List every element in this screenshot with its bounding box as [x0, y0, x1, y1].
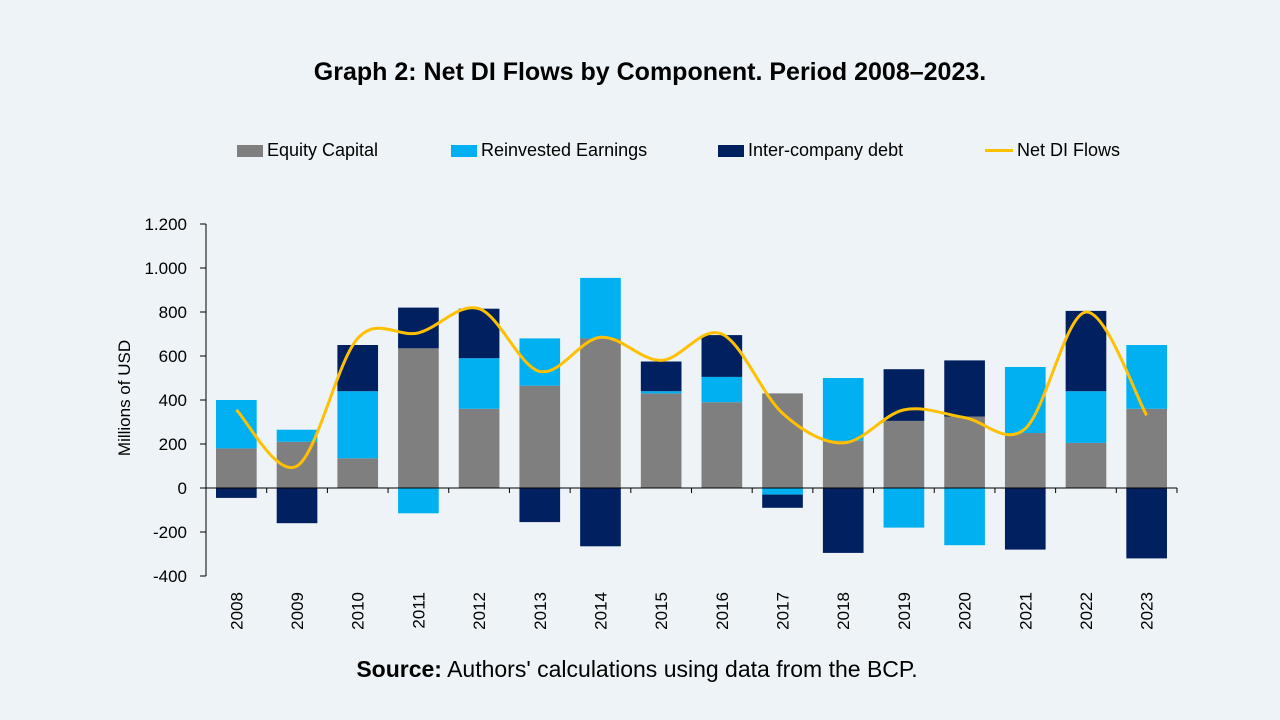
x-tick-label-2013: 2013 [531, 592, 550, 630]
bar-equity-capital-2010 [337, 458, 379, 488]
bar-equity-capital-2020 [944, 416, 985, 488]
legend-label-reinvested-earnings: Reinvested Earnings [481, 140, 648, 160]
legend-item-inter-company-debt: Inter-company debt [718, 140, 903, 161]
line-net-di-flows [235, 306, 1148, 470]
y-tick-label-600: 600 [159, 347, 187, 366]
x-tick-label-2012: 2012 [470, 592, 489, 630]
bar-equity-capital-2012 [458, 408, 500, 488]
bar-reinvested-earnings-2011 [398, 488, 439, 514]
bar-inter-company-debt-2020 [944, 360, 985, 417]
bar-equity-capital-2017 [762, 393, 803, 488]
legend-swatch-reinvested-earnings [451, 144, 477, 157]
bar-inter-company-debt-2019 [883, 369, 925, 421]
bar-inter-company-debt-2016 [701, 335, 743, 377]
y-tick-label--200: -200 [153, 523, 187, 542]
bar-reinvested-earnings-2012 [458, 358, 500, 409]
bar-inter-company-debt-2023 [1126, 488, 1167, 559]
legend: Equity Capital Reinvested Earnings Inter… [0, 140, 1280, 162]
x-tick-label-2011: 2011 [409, 592, 428, 629]
bar-reinvested-earnings-2014 [580, 277, 621, 339]
bar-reinvested-earnings-2015 [640, 391, 682, 394]
y-tick-label-1000: 1.000 [144, 259, 187, 278]
y-tick-label-200: 200 [159, 435, 187, 454]
bars-layer [216, 277, 1167, 559]
bar-reinvested-earnings-2017 [762, 488, 803, 495]
bar-equity-capital-2019 [883, 420, 925, 488]
legend-item-net-di-flows: Net DI Flows [985, 140, 1120, 161]
x-tick-label-2015: 2015 [652, 592, 671, 630]
y-tick-label--400: -400 [153, 567, 187, 586]
bar-equity-capital-2008 [216, 448, 257, 488]
y-tick-label-400: 400 [159, 391, 187, 410]
bar-reinvested-earnings-2010 [337, 391, 379, 459]
legend-item-reinvested-earnings: Reinvested Earnings [451, 140, 647, 161]
x-tick-label-2017: 2017 [774, 592, 793, 630]
x-tick-label-2009: 2009 [288, 592, 307, 630]
bar-reinvested-earnings-2009 [276, 429, 318, 442]
legend-item-equity-capital: Equity Capital [237, 140, 378, 161]
y-axis-title: Millions of USD [115, 340, 134, 456]
line-layer [235, 306, 1148, 470]
x-tick-label-2018: 2018 [834, 592, 853, 630]
x-tick-label-2023: 2023 [1138, 592, 1157, 630]
bar-inter-company-debt-2010 [337, 345, 379, 392]
bar-equity-capital-2021 [1004, 433, 1046, 488]
legend-swatch-inter-company-debt [718, 144, 744, 157]
bar-reinvested-earnings-2021 [1004, 367, 1046, 433]
x-tick-label-2020: 2020 [956, 592, 975, 630]
x-tick-label-2016: 2016 [713, 592, 732, 630]
x-tick-label-2010: 2010 [349, 592, 368, 630]
legend-swatch-equity-capital [237, 144, 263, 157]
x-tick-label-2021: 2021 [1016, 592, 1035, 630]
bar-inter-company-debt-2012 [458, 308, 500, 359]
bar-reinvested-earnings-2023 [1126, 345, 1167, 409]
bar-reinvested-earnings-2019 [883, 488, 925, 528]
legend-label-equity-capital: Equity Capital [267, 140, 379, 160]
source-note: Source: Authors' calculations using data… [0, 656, 1274, 683]
bar-equity-capital-2014 [580, 338, 621, 488]
bar-inter-company-debt-2013 [519, 488, 561, 523]
bar-equity-capital-2011 [398, 348, 439, 488]
bar-inter-company-debt-2014 [580, 488, 621, 547]
bar-inter-company-debt-2021 [1004, 488, 1046, 550]
x-tick-label-2008: 2008 [227, 592, 246, 630]
bar-equity-capital-2018 [822, 440, 864, 488]
bar-equity-capital-2015 [640, 393, 682, 488]
bar-equity-capital-2016 [701, 402, 743, 488]
x-tick-label-2022: 2022 [1077, 592, 1096, 630]
source-label: Source: [356, 656, 442, 682]
bar-inter-company-debt-2015 [640, 361, 682, 392]
bar-equity-capital-2013 [519, 385, 561, 488]
y-tick-label-0: 0 [178, 479, 187, 498]
bar-inter-company-debt-2009 [276, 488, 318, 524]
bar-inter-company-debt-2008 [216, 488, 257, 498]
bar-equity-capital-2022 [1065, 442, 1107, 488]
bar-reinvested-earnings-2016 [701, 376, 743, 403]
bar-reinvested-earnings-2022 [1065, 391, 1107, 443]
axes-layer: -400 -200 0 200 400 600 800 1.000 1.200 2008 2009 2… [144, 215, 1178, 630]
bar-reinvested-earnings-2008 [216, 400, 257, 449]
source-text: Authors' calculations using data from th… [441, 656, 918, 682]
bar-equity-capital-2023 [1126, 408, 1167, 488]
bar-inter-company-debt-2018 [822, 488, 864, 553]
chart-title: Graph 2: Net DI Flows by Component. Peri… [313, 58, 987, 86]
x-tick-label-2014: 2014 [592, 592, 611, 630]
bar-reinvested-earnings-2020 [944, 488, 985, 546]
y-tick-label-800: 800 [159, 303, 187, 322]
legend-swatch-net-di-flows [985, 149, 1013, 152]
legend-label-inter-company-debt: Inter-company debt [748, 140, 904, 160]
x-tick-label-2019: 2019 [895, 592, 914, 630]
legend-label-net-di-flows: Net DI Flows [1017, 140, 1121, 160]
bar-reinvested-earnings-2018 [822, 378, 864, 441]
y-tick-label-1200: 1.200 [144, 215, 187, 234]
bar-inter-company-debt-2017 [762, 494, 803, 508]
